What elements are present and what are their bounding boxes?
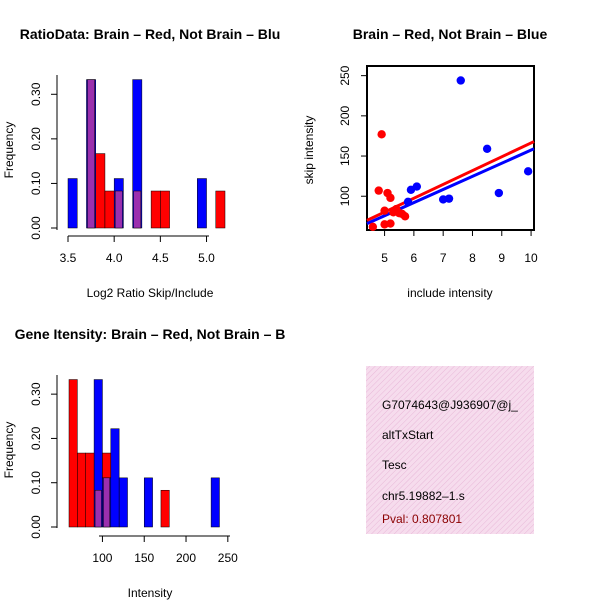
- bar-brain-0: [68, 379, 78, 528]
- y-tick-label-2: 0.20: [29, 127, 43, 151]
- gene-x-label: Intensity: [128, 586, 173, 600]
- info-location: chr5.19882–1.s: [382, 489, 465, 503]
- x-tick-label-1: 6: [411, 251, 418, 265]
- bar-notbrain-0: [67, 178, 78, 229]
- y-tick-label-1: 0.10: [29, 171, 43, 195]
- bar-overlap-3: [94, 489, 102, 528]
- point-blue-8: [523, 167, 533, 176]
- y-tick-label-0: 100: [338, 186, 352, 206]
- scatter-title: Brain – Red, Not Brain – Blue: [353, 26, 548, 42]
- point-blue-4: [444, 194, 454, 203]
- x-tick-label-0: 100: [92, 551, 112, 565]
- gene-y-label: Frequency: [2, 422, 16, 479]
- y-tick-label-1: 150: [338, 146, 352, 166]
- bar-brain-1: [95, 153, 106, 229]
- bar-notbrain-4: [197, 178, 207, 229]
- y-tick-label-3: 0.30: [29, 382, 43, 406]
- bar-overlap-3: [114, 190, 123, 229]
- point-red-7: [386, 193, 395, 203]
- y-tick-label-2: 200: [338, 106, 352, 126]
- bar-brain-1: [77, 452, 86, 528]
- bar-overlap-0: [87, 79, 95, 229]
- ratio-y-label: Frequency: [2, 122, 16, 179]
- y-tick-label-1: 0.10: [29, 471, 43, 495]
- ratio-histogram-title: RatioData: Brain – Red, Not Brain – Blu: [20, 26, 281, 42]
- scatter-frame: [366, 65, 535, 231]
- y-tick-label-3: 250: [338, 65, 352, 85]
- x-tick-label-3: 8: [469, 251, 476, 265]
- info-panel-hatch: [366, 366, 534, 534]
- point-red-4: [380, 206, 389, 215]
- point-blue-7: [494, 188, 504, 198]
- info-pval: Pval: 0.807801: [382, 512, 462, 526]
- info-event-type: altTxStart: [382, 428, 434, 442]
- x-tick-label-2: 200: [176, 551, 196, 565]
- x-tick-label-1: 4.0: [106, 251, 123, 265]
- x-tick-label-2: 4.5: [152, 251, 169, 265]
- info-gene-name: Tesc: [382, 458, 407, 472]
- point-red-6: [386, 219, 395, 228]
- bar-brain-5: [160, 489, 170, 528]
- y-tick-label-0: 0.00: [29, 515, 43, 539]
- y-tick-label-2: 0.20: [29, 426, 43, 450]
- point-blue-6: [482, 144, 492, 154]
- x-tick-label-4: 9: [498, 251, 505, 265]
- x-tick-label-0: 3.5: [60, 251, 77, 265]
- bar-brain-6: [160, 190, 170, 229]
- ratio-histogram: RatioData: Brain – Red, Not Brain – Blu …: [2, 26, 280, 300]
- point-blue-5: [456, 76, 465, 85]
- x-tick-label-5: 10: [524, 251, 538, 265]
- bar-brain-2: [85, 452, 95, 528]
- point-blue-2: [412, 182, 422, 191]
- point-red-1: [374, 186, 383, 195]
- bar-overlap-4: [133, 190, 142, 229]
- ratio-x-label: Log2 Ratio Skip/Include: [87, 286, 214, 300]
- point-red-0: [368, 222, 378, 231]
- bar-overlap-4: [103, 477, 111, 528]
- bar-brain-4: [102, 452, 112, 479]
- gene-intensity-histogram: Gene Itensity: Brain – Red, Not Brain – …: [2, 326, 285, 600]
- bar-brain-2: [104, 190, 115, 229]
- scatter-y-label: skip intensity: [302, 116, 316, 185]
- bar-brain-7: [215, 190, 226, 229]
- y-tick-label-0: 0.00: [29, 216, 43, 240]
- x-tick-label-3: 5.0: [198, 251, 215, 265]
- y-tick-label-3: 0.30: [29, 82, 43, 106]
- gene-histogram-title: Gene Itensity: Brain – Red, Not Brain – …: [15, 326, 286, 342]
- x-tick-label-0: 5: [381, 251, 388, 265]
- x-tick-label-3: 250: [218, 551, 238, 565]
- point-red-2: [377, 130, 386, 139]
- bar-brain-5: [150, 190, 161, 229]
- info-panel: G7074643@J936907@j_ altTxStart Tesc chr5…: [366, 366, 534, 534]
- bar-notbrain-3: [118, 477, 128, 528]
- x-tick-label-1: 150: [134, 551, 154, 565]
- point-red-12: [400, 212, 410, 221]
- intensity-scatter: Brain – Red, Not Brain – Blue 5 6 7 8 9 10 10…: [302, 26, 547, 300]
- scatter-x-label: include intensity: [407, 286, 492, 300]
- x-tick-label-2: 7: [440, 251, 447, 265]
- info-id: G7074643@J936907@j_: [382, 398, 518, 412]
- bar-notbrain-4: [143, 477, 153, 528]
- bar-notbrain-5: [210, 477, 220, 528]
- point-blue-0: [403, 197, 413, 207]
- bar-notbrain-2: [110, 428, 120, 528]
